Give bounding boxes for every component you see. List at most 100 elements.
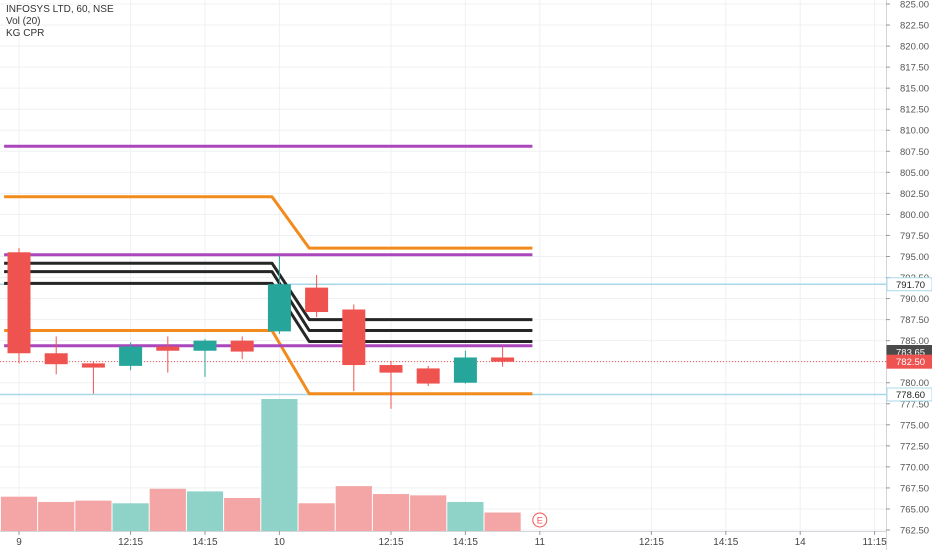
candle[interactable] [193, 338, 217, 377]
candle[interactable] [119, 342, 143, 371]
level-line-orange-mid[interactable] [4, 329, 533, 396]
volume-bar[interactable] [186, 491, 224, 531]
candle-body [491, 357, 515, 362]
price-tick-label: 800.00 [900, 210, 929, 221]
volume-bar[interactable] [0, 496, 38, 531]
price-badge: 778.60 [886, 387, 932, 402]
volume-bar[interactable] [112, 503, 149, 531]
volume-bar[interactable] [372, 494, 410, 531]
candle[interactable] [379, 360, 403, 409]
level-line-orange-top[interactable] [4, 195, 533, 250]
price-tick-label: 817.50 [900, 63, 929, 74]
time-tick-label: 14:15 [453, 537, 478, 548]
candle[interactable] [342, 304, 366, 392]
price-tick-label: 795.00 [900, 252, 929, 263]
price-tick-label: 777.50 [900, 399, 929, 410]
candle-body [44, 353, 68, 365]
time-tick-label: 14:15 [192, 537, 217, 548]
price-tick-label: 762.50 [900, 526, 929, 537]
candles [7, 248, 515, 409]
volume-bar[interactable] [298, 503, 335, 531]
candle-body [416, 368, 440, 384]
volume-bar[interactable] [447, 501, 484, 531]
candle-body [453, 357, 477, 383]
candle[interactable] [453, 350, 477, 384]
time-tick-label: 14 [795, 537, 807, 548]
cpr-levels [4, 144, 533, 396]
price-tick-label: 787.50 [900, 315, 929, 326]
candle[interactable] [81, 361, 105, 394]
time-tick-label: 11 [535, 537, 546, 548]
candle[interactable] [44, 336, 68, 375]
price-axis[interactable]: 825.00 822.50 820.00 817.50 815.00 812.50 810.… [886, 0, 929, 537]
cpr-indicator-label[interactable]: KG CPR [6, 28, 45, 39]
price-tick-label: 765.00 [900, 504, 929, 515]
chart-legend: INFOSYS LTD, 60, NSE Vol (20) KG CPR [6, 4, 114, 40]
price-tick-label: 767.50 [900, 483, 929, 494]
candle[interactable] [491, 346, 515, 367]
candle[interactable] [230, 336, 254, 360]
candle-body [379, 365, 403, 373]
volume-bar[interactable] [261, 399, 298, 531]
price-badge: 791.70 [886, 277, 932, 292]
candle-body [119, 346, 143, 366]
price-tick-label: 770.00 [900, 462, 929, 473]
volume-indicator-label[interactable]: Vol (20) [6, 16, 41, 27]
grid [0, 0, 886, 531]
price-tick-label: 822.50 [900, 21, 929, 32]
volume-bar[interactable] [410, 495, 447, 531]
candle-body [305, 287, 329, 313]
volume-bar[interactable] [38, 501, 75, 531]
time-tick-label: 12:15 [639, 537, 664, 548]
price-badge-box [886, 277, 932, 292]
symbol-label[interactable]: INFOSYS LTD, 60, NSE [6, 4, 114, 15]
price-tick-label: 812.50 [900, 105, 929, 116]
candle[interactable] [267, 255, 291, 334]
price-badge-label: 791.70 [896, 280, 925, 291]
price-tick-label: 785.00 [900, 336, 929, 347]
candle-body [81, 363, 105, 368]
time-tick-label: 12:15 [118, 537, 143, 548]
time-tick-label: 12:15 [378, 537, 403, 548]
price-tick-label: 790.00 [900, 294, 929, 305]
price-tick-label: 820.00 [900, 42, 929, 53]
candle[interactable] [156, 336, 180, 373]
earnings-marker-circle [532, 512, 548, 528]
volume-bar[interactable] [335, 486, 372, 531]
price-badge-label: 782.50 [896, 357, 925, 368]
horizontal-price-lines [0, 283, 886, 396]
price-badge-label: 778.60 [896, 390, 925, 401]
price-tick-label: 825.00 [900, 0, 929, 11]
time-tick-label: 10 [274, 537, 286, 548]
time-tick-label: 11:15 [862, 537, 887, 548]
time-tick-label: 14:15 [713, 537, 738, 548]
volume-bar[interactable] [75, 500, 112, 531]
price-badge: 782.50 [886, 354, 932, 369]
volume-bar[interactable] [149, 488, 186, 531]
candle-body [193, 340, 217, 351]
price-tick-label: 772.50 [900, 441, 929, 452]
price-tick-label: 797.50 [900, 231, 929, 242]
candle[interactable] [416, 365, 440, 387]
volume-bar[interactable] [224, 498, 261, 531]
earnings-marker-label: E [537, 516, 543, 526]
price-tick-label: 815.00 [900, 84, 929, 95]
price-tick-label: 805.00 [900, 168, 929, 179]
candle[interactable] [305, 274, 329, 318]
price-badge-box [886, 354, 932, 369]
candle-body [7, 252, 31, 354]
price-badge-label: 783.65 [896, 348, 925, 359]
price-tick-label: 780.00 [900, 378, 929, 389]
time-axis[interactable]: 9 12:15 14:15 10 12:15 14:15 11 12:15 14:15 14 11:… [16, 531, 887, 548]
earnings-marker[interactable]: E [532, 512, 548, 528]
time-tick-label: 9 [16, 537, 22, 548]
price-tick-label: 802.50 [900, 189, 929, 200]
price-badge-box [886, 387, 932, 402]
candle[interactable] [7, 248, 31, 364]
volume-bar[interactable] [484, 512, 521, 531]
candle-body [156, 346, 180, 351]
candle-body [342, 309, 366, 366]
candle-body [230, 340, 254, 352]
